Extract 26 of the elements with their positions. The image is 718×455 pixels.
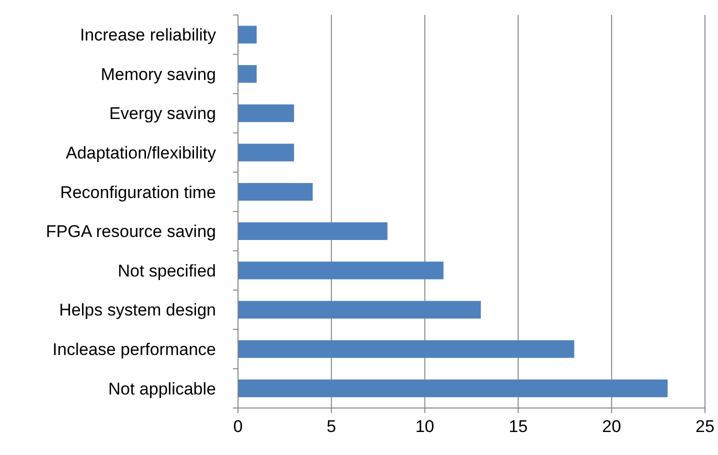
y-tick-label: Evergy saving — [109, 104, 216, 124]
bar — [238, 104, 294, 122]
x-tick-label: 15 — [508, 417, 528, 436]
bar — [238, 340, 574, 358]
y-tick-label: Increase reliability — [80, 26, 216, 45]
bar — [238, 222, 388, 240]
y-tick-label: Reconfiguration time — [60, 182, 216, 202]
bar — [238, 300, 481, 319]
x-tick-label: 0 — [233, 417, 243, 436]
y-tick-label: Memory saving — [100, 64, 216, 84]
x-tick-label: 5 — [326, 417, 336, 436]
x-tick-label: 25 — [696, 417, 714, 436]
y-tick-label: Adaptation/flexibility — [66, 144, 216, 162]
x-tick-label: 10 — [415, 417, 434, 436]
bar — [238, 262, 444, 280]
y-tick-label: Not applicable — [108, 379, 216, 398]
y-tick-label: Helps system design — [59, 300, 216, 320]
x-tick-label: 20 — [602, 417, 622, 436]
bar — [238, 65, 257, 83]
bar — [238, 183, 313, 201]
bar — [238, 380, 668, 398]
y-tick-label: FPGA resource saving — [46, 222, 216, 242]
y-tick-label: Not specified — [118, 261, 216, 280]
bar — [238, 26, 257, 44]
y-tick-label: Inclease performance — [52, 340, 216, 359]
bar — [238, 144, 294, 162]
